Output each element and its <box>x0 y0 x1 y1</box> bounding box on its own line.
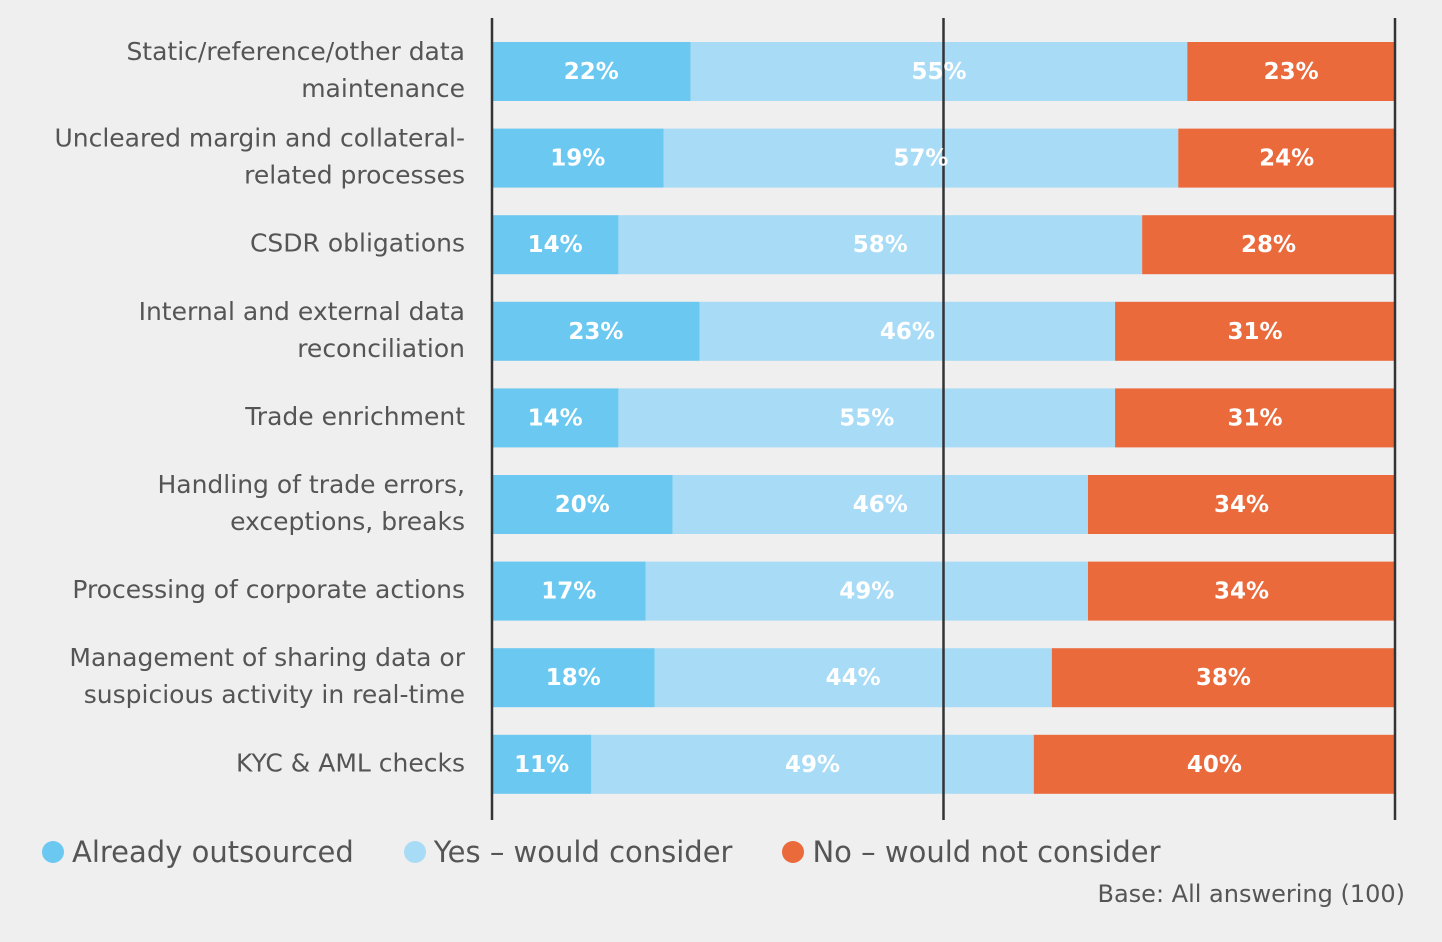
value-label: 24% <box>1259 146 1314 172</box>
value-label: 44% <box>826 665 881 691</box>
bar-segment <box>618 388 1116 448</box>
bar-segment <box>492 475 673 534</box>
value-label: 57% <box>893 146 948 172</box>
bar-segment <box>1142 215 1395 275</box>
category-label: Management of sharing data or <box>69 643 465 672</box>
legend-label: No – would not consider <box>812 835 1161 869</box>
value-label: 18% <box>546 665 601 691</box>
bar-segment <box>672 475 1088 534</box>
bar-segment <box>1051 648 1395 708</box>
value-label: 38% <box>1196 665 1251 691</box>
legend: Already outsourced Yes – would consider No… <box>42 832 1211 872</box>
bar-segment <box>492 561 646 621</box>
bar-segment <box>663 128 1179 188</box>
category-label: Internal and external data <box>139 297 465 326</box>
category-label: Processing of corporate actions <box>72 575 465 604</box>
category-label: Uncleared margin and collateral- <box>54 124 465 153</box>
value-label: 14% <box>528 232 583 258</box>
category-label: KYC & AML checks <box>236 748 465 777</box>
value-label: 58% <box>853 232 908 258</box>
bar-segment <box>645 561 1088 621</box>
bar-segment <box>492 215 619 275</box>
bar-segment <box>1178 128 1395 188</box>
value-label: 28% <box>1241 232 1296 258</box>
category-label: Static/reference/other data <box>126 37 465 66</box>
bar-segment <box>1033 734 1395 794</box>
value-label: 17% <box>541 579 596 605</box>
category-label: exceptions, breaks <box>230 507 465 536</box>
bar-segment <box>1087 475 1395 534</box>
value-label: 31% <box>1228 319 1283 345</box>
chart-canvas: Static/reference/other data maintenance Un… <box>54 18 1397 820</box>
legend-item: Yes – would consider <box>403 835 733 869</box>
value-label: 20% <box>555 492 610 518</box>
value-label: 46% <box>853 492 908 518</box>
bar-segment <box>492 388 619 448</box>
value-label: 46% <box>880 319 935 345</box>
bar-segment <box>492 648 655 708</box>
value-labels: 22% 55% 23% 19% 57% 24% 14% 58% 28% 23% 46% 31% 14% 5… <box>514 59 1319 778</box>
value-label: 31% <box>1228 405 1283 431</box>
category-label: CSDR obligations <box>250 229 465 258</box>
value-label: 11% <box>514 752 569 778</box>
legend-item: No – would not consider <box>782 835 1161 869</box>
category-label: related processes <box>244 161 465 190</box>
legend-label: Yes – would consider <box>433 835 733 869</box>
bar-segment <box>690 42 1188 101</box>
value-label: 55% <box>839 405 894 431</box>
bar-segment <box>654 648 1052 708</box>
bar-segment <box>591 734 1034 794</box>
value-label: 49% <box>839 579 894 605</box>
bar-segment <box>492 128 664 188</box>
bar-segment <box>618 215 1143 275</box>
category-label: Handling of trade errors, <box>157 470 465 499</box>
axis-layer <box>490 18 1397 820</box>
bar-segment <box>1187 42 1395 101</box>
value-label: 19% <box>550 146 605 172</box>
category-label: maintenance <box>301 74 465 103</box>
category-label: suspicious activity in real-time <box>84 680 465 709</box>
value-label: 23% <box>568 319 623 345</box>
bar-segment <box>1115 388 1395 448</box>
value-label: 22% <box>564 59 619 85</box>
legend-swatch-icon <box>42 841 64 863</box>
legend-swatch-icon <box>403 841 426 863</box>
category-labels: Static/reference/other data maintenance Un… <box>54 37 465 777</box>
legend-item: Already outsourced <box>42 835 354 869</box>
bar-segment <box>699 301 1116 361</box>
value-label: 34% <box>1214 492 1269 518</box>
bar-segment <box>1115 301 1395 361</box>
value-label: 49% <box>785 752 840 778</box>
legend-label: Already outsourced <box>72 835 354 869</box>
value-label: 34% <box>1214 579 1269 605</box>
value-label: 40% <box>1187 752 1242 778</box>
category-label: Trade enrichment <box>244 402 465 431</box>
value-label: 14% <box>528 405 583 431</box>
bar-segment <box>1087 561 1395 621</box>
category-label: reconciliation <box>297 334 465 363</box>
bar-segment <box>492 301 700 361</box>
legend-swatch-icon <box>782 841 805 863</box>
value-label: 23% <box>1264 59 1319 85</box>
bar-segment <box>492 42 691 101</box>
value-label: 55% <box>911 59 966 85</box>
bars-layer <box>492 42 1395 794</box>
base-note: Base: All answering (100) <box>1097 880 1406 908</box>
bar-segment <box>492 734 592 794</box>
